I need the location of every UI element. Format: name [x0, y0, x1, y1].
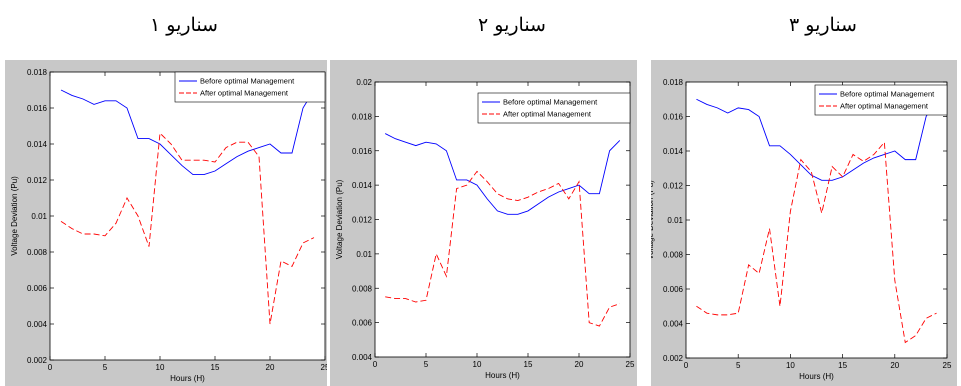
x-tick-label: 20: [890, 361, 899, 370]
y-tick-label: 0.008: [27, 248, 48, 257]
x-tick-label: 25: [943, 361, 952, 370]
legend-label: After optimal Management: [200, 89, 289, 98]
legend-label: Before optimal Management: [200, 77, 295, 86]
scenario-title-3: سناریو ۳: [789, 14, 857, 36]
chart-3: 0.002 0.004 0.006 0.008 0.01 0.012 0.014 0.016 0…: [651, 78, 952, 381]
legend-label: After optimal Management: [503, 110, 592, 119]
y-tick-label: 0.004: [27, 320, 48, 329]
legend-label: Before optimal Management: [503, 98, 598, 107]
x-axis-label: Hours (H): [170, 374, 205, 383]
y-tick-label: 0.008: [352, 284, 373, 293]
legend-box: [814, 84, 948, 116]
y-tick-label: 0.018: [27, 68, 48, 77]
x-tick-label: 20: [575, 360, 584, 369]
y-tick-label: 0.004: [352, 353, 373, 362]
y-tick-label: 0.01: [31, 212, 47, 221]
x-tick-label: 5: [736, 361, 741, 370]
series-line-before: [696, 98, 937, 181]
x-tick-label: 10: [156, 363, 165, 372]
y-tick-label: 0.01: [667, 216, 683, 225]
x-tick-label: 0: [373, 360, 378, 369]
legend-box: [174, 71, 326, 103]
series-line-after: [385, 170, 620, 327]
x-tick-label: 10: [473, 360, 482, 369]
series-line-before: [60, 89, 315, 176]
plot-area: [49, 71, 326, 361]
y-tick-label: 0.016: [27, 104, 48, 113]
y-axis-label: Voltage Deviation (Pu): [335, 179, 344, 259]
x-tick-label: 15: [524, 360, 533, 369]
x-tick-label: 5: [424, 360, 429, 369]
chart-panel-2: 0.004 0.006 0.008 0.01 0.012 0.014 0.016 0.018 0…: [330, 60, 637, 386]
x-tick-label: 10: [786, 361, 795, 370]
y-tick-label: 0.014: [352, 181, 373, 190]
legend-box: [477, 92, 631, 124]
y-tick-label: 0.002: [663, 354, 684, 363]
chart-panel-1: 0.002 0.004 0.006 0.008 0.01 0.012 0.014 0.016 0…: [5, 60, 327, 386]
y-tick-label: 0.016: [663, 113, 684, 122]
x-tick-label: 15: [838, 361, 847, 370]
series-line-after: [60, 132, 315, 325]
y-tick-label: 0.014: [663, 147, 684, 156]
x-tick-label: 25: [321, 363, 327, 372]
y-tick-label: 0.006: [352, 319, 373, 328]
y-tick-label: 0.004: [663, 320, 684, 329]
y-tick-label: 0.012: [352, 216, 373, 225]
x-tick-label: 5: [103, 363, 108, 372]
chart-panel-3: 0.002 0.004 0.006 0.008 0.01 0.012 0.014 0.016 0…: [651, 60, 957, 386]
y-tick-label: 0.016: [352, 147, 373, 156]
x-axis-label: Hours (H): [485, 371, 520, 380]
series-line-before: [384, 133, 621, 215]
y-tick-label: 0.014: [27, 140, 48, 149]
x-tick-label: 15: [211, 363, 220, 372]
x-tick-label: 0: [684, 361, 689, 370]
scenario-title-2: سناریو ۲: [478, 14, 546, 36]
y-tick-label: 0.012: [27, 176, 48, 185]
y-axis-label: Voltage Deviation (Pu): [651, 180, 655, 260]
y-tick-label: 0.006: [663, 285, 684, 294]
y-tick-label: 0.02: [356, 78, 372, 87]
plot-area: [685, 81, 948, 359]
chart-1: 0.002 0.004 0.006 0.008 0.01 0.012 0.014 0.016 0…: [10, 68, 327, 383]
legend-label: Before optimal Management: [840, 90, 935, 99]
y-tick-label: 0.008: [663, 251, 684, 260]
plot-area: [374, 81, 631, 358]
x-axis-label: Hours (H): [799, 372, 834, 381]
series-line-after: [696, 141, 937, 344]
y-axis-label: Voltage Deviation (Pu): [10, 176, 19, 256]
y-tick-label: 0.018: [663, 78, 684, 87]
y-tick-label: 0.018: [352, 112, 373, 121]
chart-2: 0.004 0.006 0.008 0.01 0.012 0.014 0.016 0.018 0…: [335, 78, 635, 380]
y-tick-label: 0.012: [663, 182, 684, 191]
y-tick-label: 0.01: [356, 250, 372, 259]
legend-label: After optimal Management: [840, 102, 929, 111]
x-tick-label: 0: [48, 363, 53, 372]
scenario-title-1: سناریو ۱: [150, 14, 218, 36]
y-tick-label: 0.002: [27, 356, 48, 365]
x-tick-label: 20: [266, 363, 275, 372]
y-tick-label: 0.006: [27, 284, 48, 293]
x-tick-label: 25: [626, 360, 635, 369]
